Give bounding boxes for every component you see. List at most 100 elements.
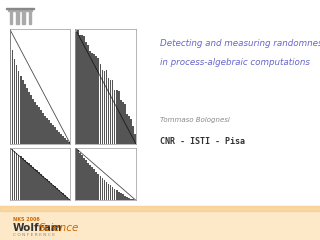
Bar: [132, 126, 134, 144]
Bar: [22, 10, 25, 24]
Bar: [24, 160, 26, 200]
Bar: [40, 110, 42, 144]
Bar: [75, 148, 77, 200]
Bar: [124, 196, 126, 200]
Bar: [85, 160, 87, 200]
Bar: [100, 64, 101, 144]
Bar: [116, 190, 117, 200]
Bar: [48, 120, 50, 144]
Bar: [95, 172, 97, 200]
Text: C O N F E R E N C E: C O N F E R E N C E: [13, 233, 55, 237]
Bar: [36, 105, 38, 144]
Bar: [30, 95, 32, 144]
Bar: [66, 140, 68, 144]
Bar: [77, 30, 79, 144]
Bar: [10, 148, 12, 200]
Bar: [68, 142, 70, 144]
Bar: [128, 198, 130, 200]
Bar: [56, 130, 58, 144]
Bar: [101, 70, 103, 144]
Bar: [12, 149, 13, 200]
Bar: [46, 179, 48, 200]
Bar: [81, 155, 83, 200]
Bar: [66, 197, 68, 200]
Bar: [22, 158, 24, 200]
Bar: [40, 174, 42, 200]
Bar: [122, 102, 124, 144]
Bar: [118, 192, 120, 200]
Bar: [64, 138, 66, 144]
Bar: [54, 127, 56, 144]
Bar: [44, 178, 46, 200]
Bar: [58, 190, 60, 200]
Bar: [46, 118, 48, 144]
Bar: [110, 80, 111, 144]
Bar: [114, 189, 116, 200]
Text: CNR - ISTI - Pisa: CNR - ISTI - Pisa: [160, 137, 245, 146]
Bar: [68, 199, 70, 200]
Bar: [98, 174, 99, 200]
Bar: [132, 199, 134, 200]
Bar: [60, 134, 62, 144]
Bar: [79, 153, 81, 200]
Bar: [75, 32, 77, 144]
Bar: [26, 88, 28, 144]
Text: Tommaso Bolognesi: Tommaso Bolognesi: [160, 117, 230, 123]
Bar: [100, 176, 101, 200]
Bar: [42, 113, 44, 144]
Text: NKS 2006: NKS 2006: [13, 217, 40, 222]
Bar: [30, 165, 32, 200]
Bar: [36, 170, 38, 200]
Bar: [26, 162, 28, 200]
Bar: [108, 184, 109, 200]
Bar: [106, 182, 108, 200]
Bar: [89, 165, 91, 200]
Bar: [38, 172, 40, 200]
Bar: [120, 100, 122, 144]
Bar: [20, 76, 21, 144]
Bar: [104, 180, 105, 200]
Bar: [85, 42, 87, 144]
Bar: [104, 71, 105, 144]
Bar: [114, 90, 116, 144]
Bar: [32, 167, 34, 200]
Bar: [116, 90, 117, 144]
Bar: [62, 136, 64, 144]
Bar: [79, 35, 81, 144]
Bar: [112, 80, 114, 144]
Bar: [32, 99, 34, 144]
Text: Science: Science: [39, 222, 79, 233]
Bar: [89, 51, 91, 144]
Bar: [122, 194, 124, 200]
Bar: [14, 59, 15, 144]
Text: Wolfram: Wolfram: [13, 222, 62, 233]
Bar: [16, 10, 19, 24]
Bar: [64, 195, 66, 200]
Bar: [34, 169, 36, 200]
Bar: [24, 84, 26, 144]
Bar: [126, 114, 128, 144]
Bar: [48, 181, 50, 200]
Bar: [10, 10, 12, 24]
Bar: [34, 102, 36, 144]
Bar: [20, 156, 21, 200]
Bar: [92, 53, 93, 144]
Text: in process-algebraic computations: in process-algebraic computations: [160, 58, 310, 67]
Bar: [28, 163, 30, 200]
Bar: [50, 183, 52, 200]
Bar: [98, 58, 99, 144]
Bar: [16, 65, 18, 144]
Bar: [134, 134, 136, 144]
Bar: [101, 178, 103, 200]
Bar: [22, 80, 24, 144]
Bar: [110, 185, 111, 200]
Bar: [128, 116, 130, 144]
Bar: [16, 153, 18, 200]
Bar: [87, 45, 89, 144]
Bar: [18, 155, 20, 200]
Bar: [60, 192, 62, 200]
Bar: [0, 206, 320, 211]
Bar: [93, 54, 95, 144]
Text: Detecting and measuring randomness: Detecting and measuring randomness: [160, 39, 320, 48]
Bar: [58, 132, 60, 144]
